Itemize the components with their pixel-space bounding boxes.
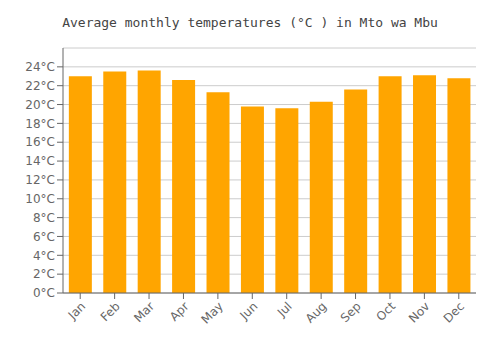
svg-text:10°C: 10°C	[25, 192, 55, 206]
svg-text:Feb: Feb	[98, 299, 123, 324]
svg-text:4°C: 4°C	[33, 249, 55, 263]
svg-text:22°C: 22°C	[25, 79, 55, 93]
svg-text:Sep: Sep	[338, 299, 364, 325]
svg-text:Jul: Jul	[274, 299, 295, 320]
svg-text:18°C: 18°C	[25, 117, 55, 131]
svg-text:8°C: 8°C	[33, 211, 55, 225]
svg-text:Jan: Jan	[65, 299, 89, 323]
svg-text:0°C: 0°C	[33, 286, 55, 300]
svg-text:6°C: 6°C	[33, 230, 55, 244]
html-text:Average monthly temperatures (: Average monthly temperatures (°C ) in Mt…	[62, 15, 438, 30]
svg-text:Oct: Oct	[374, 299, 399, 324]
svg-text:16°C: 16°C	[25, 135, 55, 149]
svg-text:24°C: 24°C	[25, 60, 55, 74]
svg-text:Aug: Aug	[303, 299, 329, 325]
svg-text:Jun: Jun	[237, 299, 261, 323]
svg-text:20°C: 20°C	[25, 98, 55, 112]
svg-text:Dec: Dec	[441, 299, 467, 325]
svg-text:Nov: Nov	[406, 299, 432, 325]
svg-text:Apr: Apr	[167, 299, 192, 324]
svg-text:12°C: 12°C	[25, 173, 55, 187]
svg-text:14°C: 14°C	[25, 154, 55, 168]
svg-text:Mar: Mar	[131, 299, 157, 325]
svg-text:2°C: 2°C	[33, 267, 55, 281]
svg-text:May: May	[199, 299, 226, 326]
